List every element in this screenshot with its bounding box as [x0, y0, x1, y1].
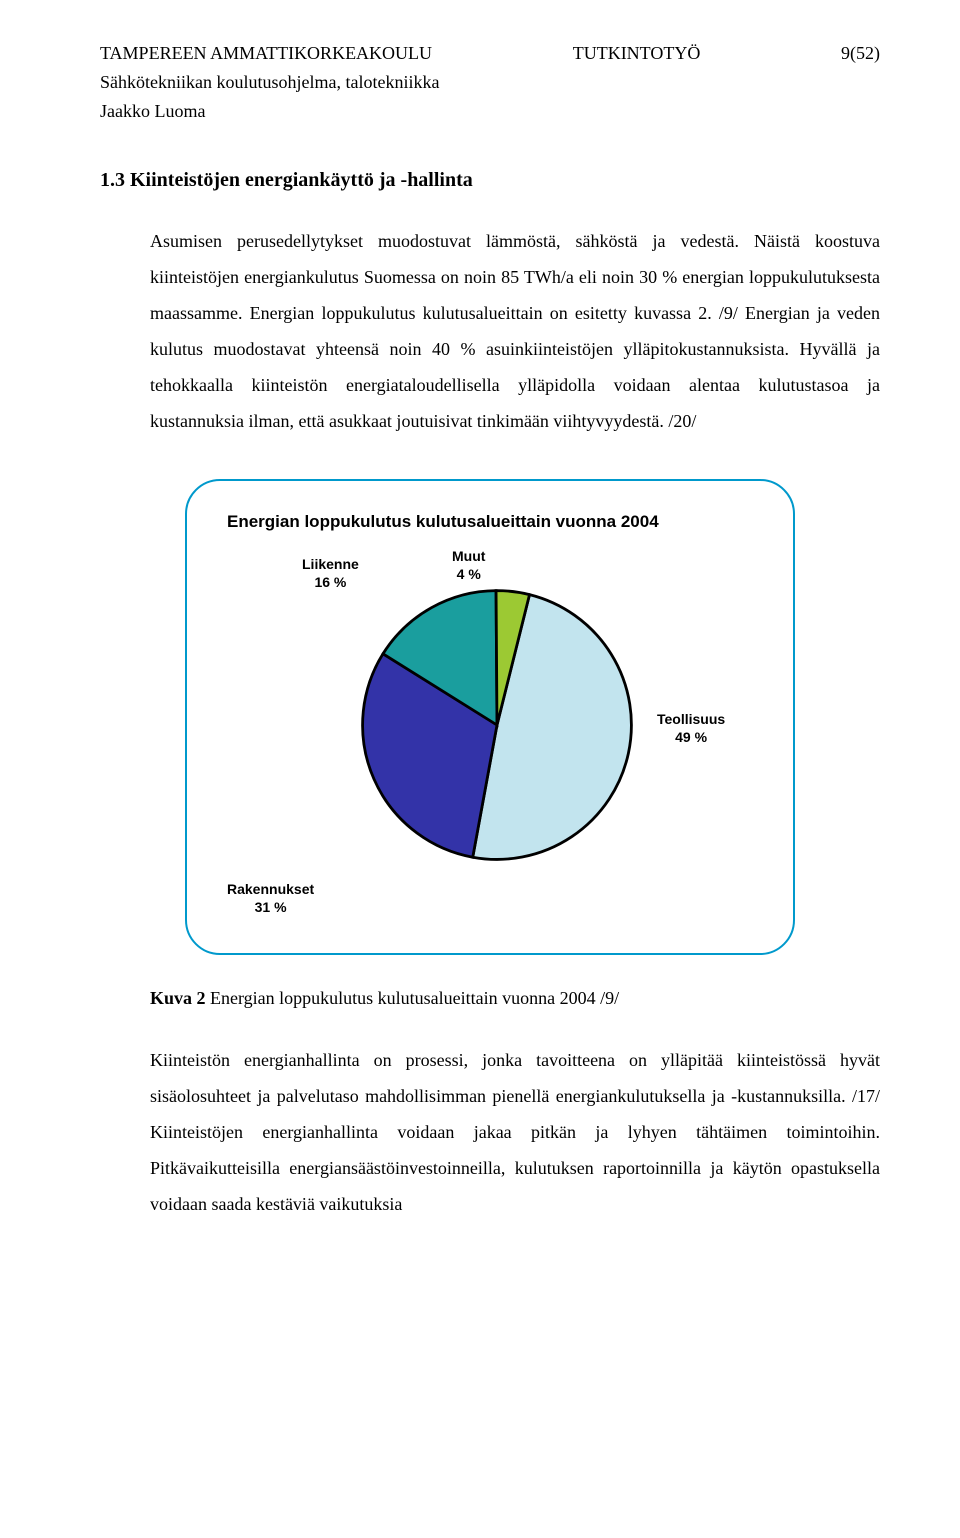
header-author: Jaakko Luoma: [100, 98, 880, 125]
chart-label-liikenne: Liikenne 16 %: [302, 555, 359, 591]
rakennukset-pct: 31 %: [255, 899, 287, 915]
pie-chart-container: Energian loppukulutus kulutusalueittain …: [185, 479, 795, 955]
section-heading: 1.3 Kiinteistöjen energiankäyttö ja -hal…: [100, 165, 880, 195]
chart-label-rakennukset: Rakennukset 31 %: [227, 880, 314, 916]
header-doctype: TUTKINTOTYÖ: [573, 40, 701, 67]
header-page-number: 9(52): [841, 40, 880, 67]
teollisuus-pct: 49 %: [675, 729, 707, 745]
pie-chart: [357, 585, 637, 865]
chart-label-teollisuus: Teollisuus 49 %: [657, 710, 725, 746]
paragraph-2: Kiinteistön energianhallinta on prosessi…: [150, 1042, 880, 1222]
page-header-row: TAMPEREEN AMMATTIKORKEAKOULU TUTKINTOTYÖ…: [100, 40, 880, 67]
section-number: 1.3: [100, 169, 125, 191]
caption-prefix: Kuva 2: [150, 988, 206, 1008]
muut-pct: 4 %: [457, 566, 481, 582]
figure-caption: Kuva 2 Energian loppukulutus kulutusalue…: [150, 985, 880, 1012]
header-program: Sähkötekniikan koulutusohjelma, talotekn…: [100, 69, 880, 96]
header-institution: TAMPEREEN AMMATTIKORKEAKOULU: [100, 40, 432, 67]
chart-title: Energian loppukulutus kulutusalueittain …: [227, 509, 763, 535]
paragraph-1: Asumisen perusedellytykset muodostuvat l…: [150, 223, 880, 439]
chart-area: Liikenne 16 % Muut 4 % Teollisuus 49 % R…: [217, 545, 767, 925]
caption-text: Energian loppukulutus kulutusalueittain …: [206, 988, 620, 1008]
chart-label-muut: Muut 4 %: [452, 547, 485, 583]
section-title-text: Kiinteistöjen energiankäyttö ja -hallint…: [130, 169, 473, 191]
liikenne-pct: 16 %: [314, 574, 346, 590]
